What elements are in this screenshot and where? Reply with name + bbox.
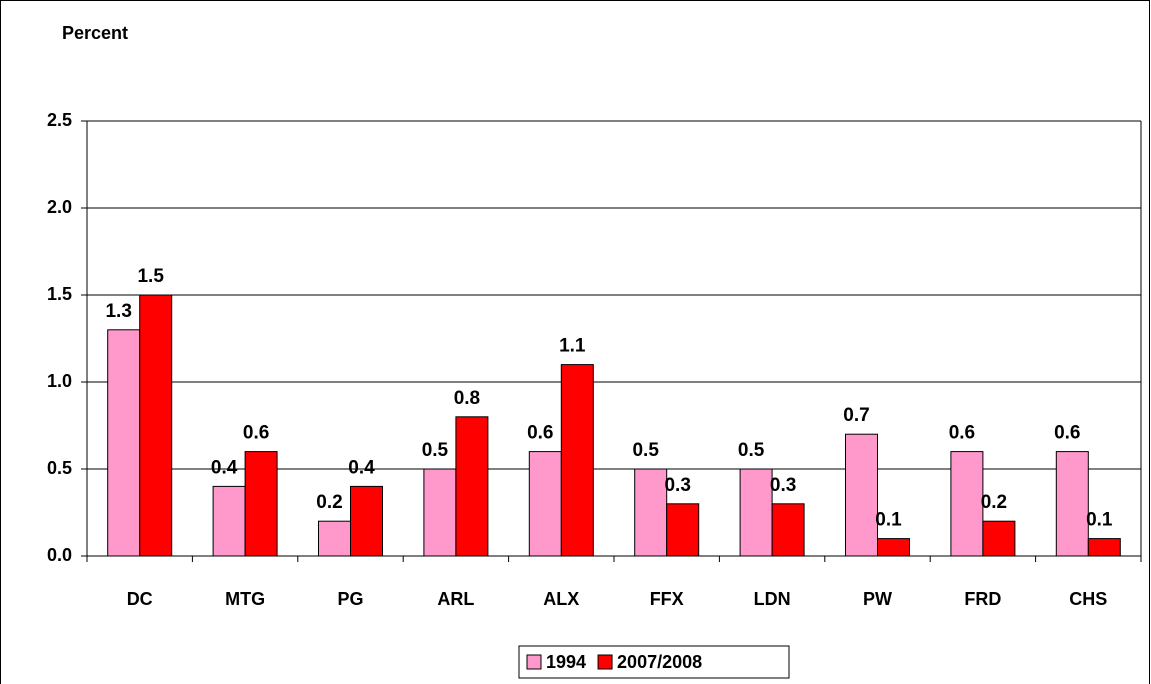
bar [318, 520, 351, 557]
data-label: 0.8 [454, 388, 480, 409]
bar [877, 538, 910, 557]
y-tick-label: 1.5 [47, 284, 72, 304]
bar [1055, 451, 1089, 557]
x-tick-label: FRD [964, 589, 1001, 609]
x-tick-label: FFX [650, 589, 684, 609]
y-tick-label: 0.0 [47, 545, 72, 565]
bar [139, 294, 173, 557]
data-label: 1.1 [559, 336, 586, 357]
data-label: 0.6 [243, 423, 269, 444]
legend-swatch [526, 654, 542, 670]
data-label: 0.5 [632, 440, 659, 461]
x-tick-label: ARL [437, 589, 474, 609]
bar [350, 485, 383, 557]
data-label: 0.3 [770, 475, 796, 496]
y-tick-label: 0.5 [47, 458, 72, 478]
data-label: 0.2 [316, 492, 342, 513]
bar [107, 329, 141, 557]
legend-label: 2007/2008 [617, 652, 702, 672]
bar [212, 485, 246, 557]
data-label: 0.3 [664, 475, 690, 496]
x-tick-label: ALX [543, 589, 579, 609]
y-tick-label: 2.0 [47, 197, 72, 217]
data-label: 0.6 [527, 423, 553, 444]
bar [528, 451, 562, 557]
data-label: 1.5 [137, 266, 164, 287]
x-tick-label: LDN [754, 589, 791, 609]
y-tick-label: 2.5 [47, 110, 72, 130]
legend-label: 1994 [546, 652, 586, 672]
x-tick-label: DC [127, 589, 153, 609]
y-tick-label: 1.0 [47, 371, 72, 391]
data-label: 0.7 [843, 405, 869, 426]
data-label: 0.5 [738, 440, 765, 461]
bar [666, 503, 700, 557]
bar [1087, 538, 1121, 557]
bar [982, 520, 1016, 557]
data-label: 0.1 [1086, 510, 1113, 531]
bar [950, 451, 984, 557]
data-label: 0.5 [422, 440, 449, 461]
bar [455, 416, 489, 557]
x-tick-label: PG [337, 589, 363, 609]
data-label: 0.1 [875, 510, 902, 531]
bar [423, 468, 457, 557]
bar [634, 468, 668, 557]
data-label: 1.3 [105, 301, 131, 322]
bar [845, 433, 878, 557]
data-label: 0.6 [1054, 423, 1080, 444]
bar [244, 451, 278, 557]
x-tick-label: CHS [1069, 589, 1107, 609]
bar [771, 503, 805, 557]
bar [560, 364, 594, 557]
y-axis-title: Percent [62, 23, 128, 43]
x-tick-label: PW [863, 589, 892, 609]
bar [739, 468, 773, 557]
data-label: 0.6 [949, 423, 975, 444]
x-tick-label: MTG [225, 589, 265, 609]
legend-swatch [597, 654, 613, 670]
legend-box [518, 645, 790, 679]
data-label: 0.2 [981, 492, 1007, 513]
data-label: 0.4 [211, 457, 238, 478]
data-label: 0.4 [348, 457, 375, 478]
